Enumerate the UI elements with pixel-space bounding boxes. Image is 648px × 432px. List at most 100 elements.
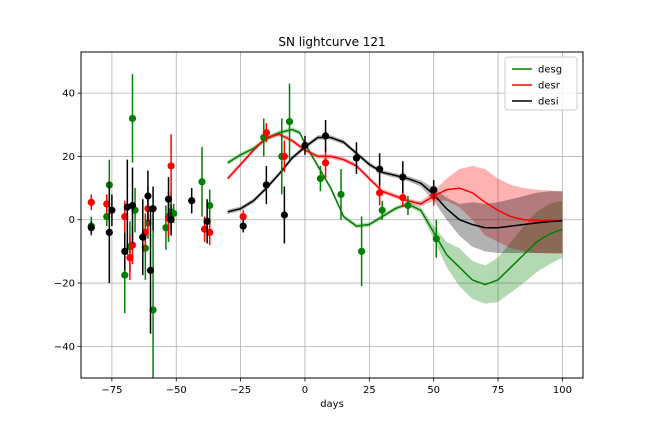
marker-desi bbox=[164, 195, 173, 203]
data-points bbox=[87, 74, 440, 378]
marker-desi bbox=[321, 132, 330, 140]
marker-desi bbox=[121, 247, 129, 255]
marker-desr bbox=[200, 225, 209, 233]
marker-desi bbox=[144, 192, 152, 200]
marker-desg bbox=[103, 212, 111, 221]
marker-desi bbox=[376, 165, 384, 173]
axis-ticks: −75 −50 −25 0 25 50 75 100 −40 −20 0 20 40 bbox=[54, 89, 572, 396]
point-desg bbox=[149, 230, 157, 378]
marker-desr bbox=[262, 129, 270, 137]
band-desr bbox=[227, 132, 563, 254]
point-desg bbox=[404, 196, 412, 215]
marker-desr bbox=[206, 228, 214, 237]
marker-desr bbox=[239, 212, 247, 221]
marker-desi bbox=[87, 224, 95, 232]
point-desi bbox=[203, 199, 211, 244]
point-desg bbox=[432, 219, 440, 258]
legend-label-desr: desr bbox=[538, 81, 561, 92]
band-desg bbox=[227, 127, 563, 304]
point-desi bbox=[280, 186, 288, 244]
marker-desr bbox=[87, 198, 95, 206]
marker-desi bbox=[108, 206, 116, 214]
marker-desr bbox=[121, 212, 129, 221]
marker-desi bbox=[430, 186, 438, 194]
x-tick-label: 25 bbox=[363, 385, 376, 396]
marker-desr bbox=[126, 254, 134, 262]
legend: desg desr desi bbox=[504, 56, 578, 111]
point-desg bbox=[316, 165, 325, 192]
marker-desg bbox=[404, 201, 412, 210]
point-desi bbox=[430, 180, 438, 200]
marker-desg bbox=[162, 224, 170, 232]
marker-desr bbox=[376, 189, 384, 197]
point-desi bbox=[121, 232, 129, 271]
x-tick-label: 100 bbox=[553, 385, 572, 396]
marker-desg bbox=[316, 175, 325, 183]
point-desi bbox=[144, 170, 152, 222]
point-desi bbox=[164, 177, 173, 222]
point-desi bbox=[105, 181, 113, 284]
marker-desr bbox=[321, 159, 330, 167]
y-tick-label: 20 bbox=[62, 152, 75, 163]
point-desg bbox=[162, 205, 170, 250]
point-desg bbox=[358, 216, 366, 287]
point-desr bbox=[167, 134, 175, 198]
point-desg bbox=[285, 83, 294, 160]
point-desi bbox=[321, 120, 330, 152]
point-desg bbox=[337, 169, 345, 220]
point-desi bbox=[399, 161, 407, 193]
marker-desg bbox=[149, 306, 157, 314]
y-tick-label: −40 bbox=[54, 342, 75, 353]
point-desi bbox=[139, 199, 147, 276]
marker-desi bbox=[128, 201, 137, 210]
y-tick-label: 0 bbox=[69, 215, 75, 226]
marker-desi bbox=[203, 217, 211, 225]
plot-frame bbox=[80, 51, 584, 379]
marker-desi bbox=[167, 216, 175, 224]
point-desr bbox=[103, 194, 111, 214]
point-desr bbox=[262, 123, 270, 143]
point-desi bbox=[301, 135, 309, 155]
point-desi bbox=[128, 167, 137, 244]
point-desr bbox=[87, 194, 95, 211]
x-axis-label: days bbox=[320, 399, 344, 410]
marker-desg bbox=[378, 206, 386, 214]
marker-desg bbox=[170, 209, 178, 218]
point-desi bbox=[188, 188, 196, 214]
model-line-desi bbox=[227, 136, 563, 229]
marker-desi bbox=[301, 141, 309, 149]
x-tick-label: 50 bbox=[427, 385, 440, 396]
x-tick-label: −75 bbox=[101, 385, 122, 396]
point-desg bbox=[198, 146, 206, 217]
band-desi bbox=[227, 135, 563, 253]
x-tick-label: 0 bbox=[302, 385, 308, 396]
uncertainty-bands bbox=[227, 127, 563, 304]
marker-desr bbox=[167, 162, 175, 170]
point-desr bbox=[321, 146, 330, 179]
marker-desg bbox=[121, 271, 129, 279]
marker-desg bbox=[358, 247, 366, 255]
point-desi bbox=[262, 165, 270, 204]
y-tick-label: 40 bbox=[62, 89, 75, 100]
point-desr bbox=[206, 219, 214, 246]
point-desi bbox=[376, 153, 384, 185]
marker-desr bbox=[399, 193, 407, 202]
point-desi bbox=[167, 203, 175, 236]
marker-desi bbox=[352, 154, 361, 162]
marker-desr bbox=[103, 200, 111, 208]
marker-desi bbox=[149, 205, 157, 213]
marker-desi bbox=[280, 211, 288, 219]
marker-desg bbox=[285, 118, 294, 126]
marker-desi bbox=[105, 228, 113, 237]
marker-desi bbox=[146, 266, 155, 274]
marker-desi bbox=[188, 197, 196, 205]
y-tick-label: −20 bbox=[54, 279, 75, 290]
marker-desg bbox=[128, 114, 137, 123]
marker-desr bbox=[280, 152, 288, 161]
point-desg bbox=[378, 200, 386, 220]
point-desg bbox=[206, 189, 214, 222]
point-desi bbox=[108, 194, 116, 227]
x-tick-label: 75 bbox=[492, 385, 505, 396]
marker-desg bbox=[198, 178, 206, 186]
